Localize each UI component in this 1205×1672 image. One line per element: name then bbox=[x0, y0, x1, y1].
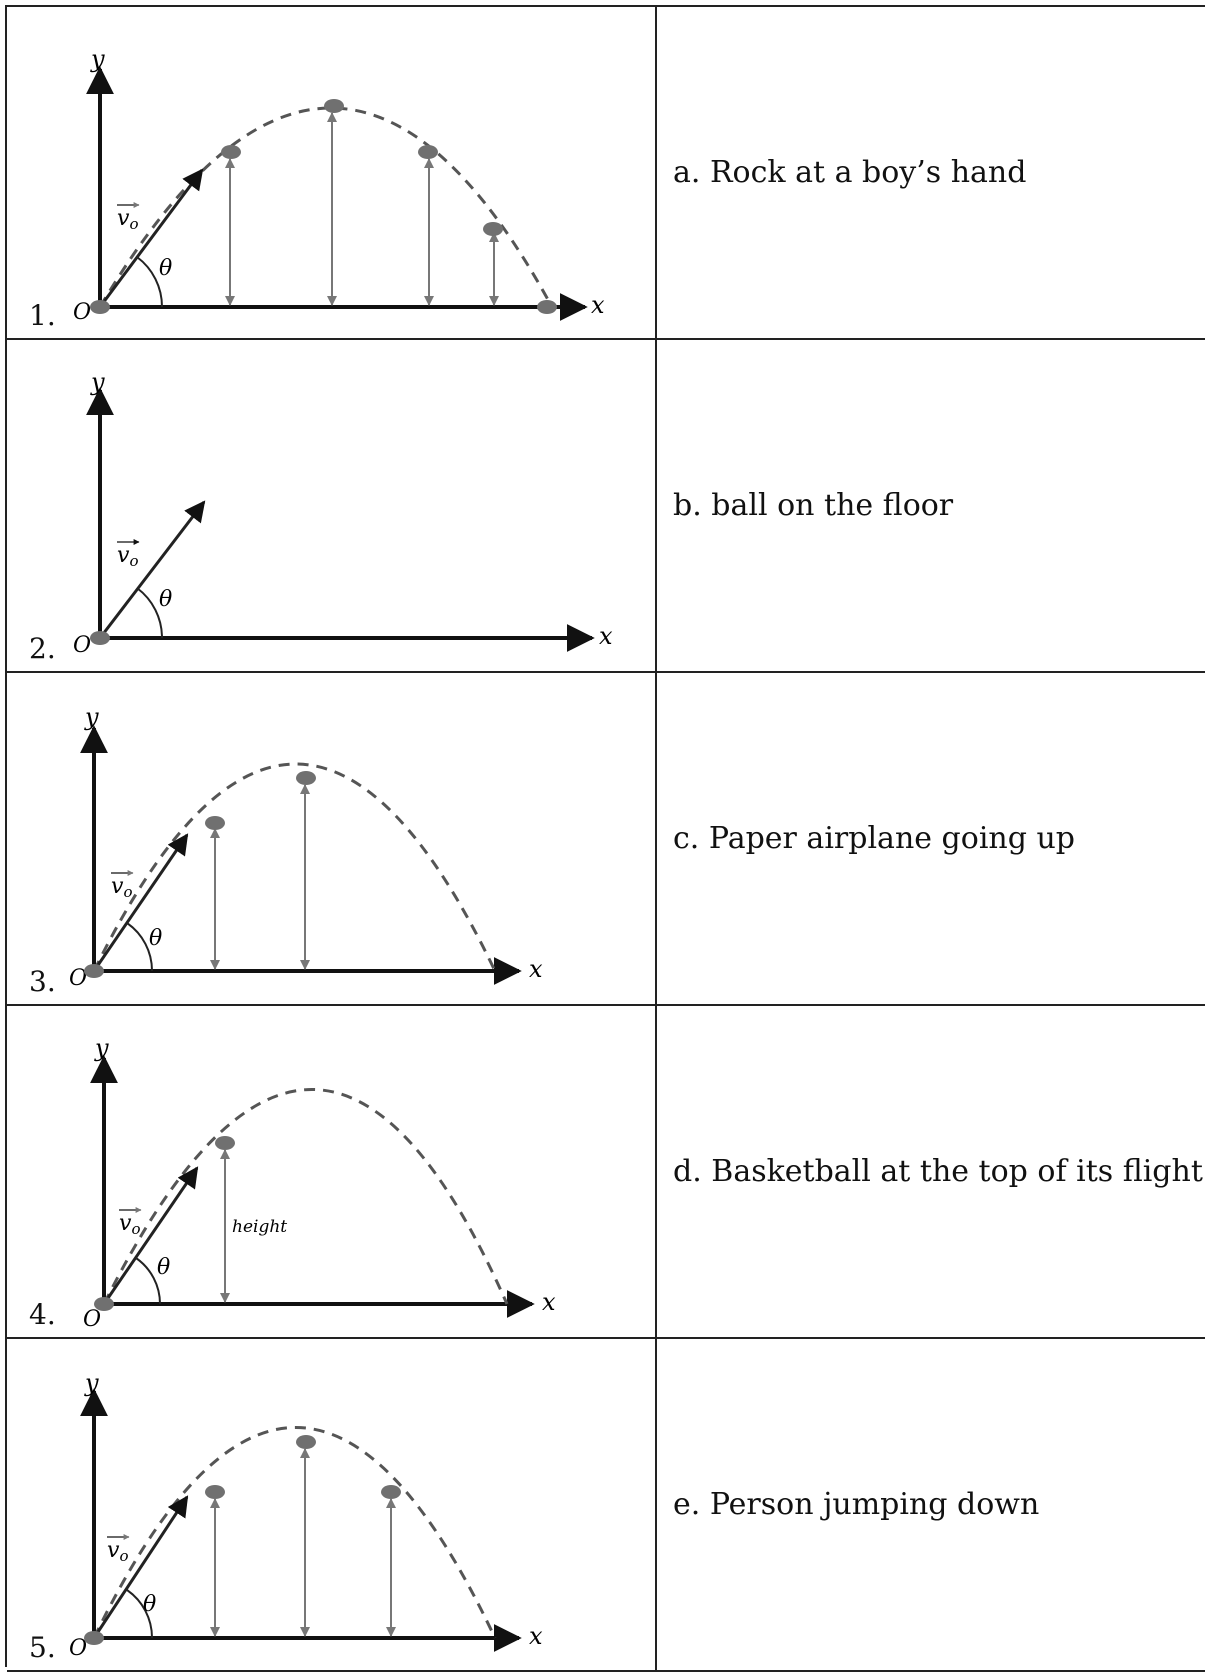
ball bbox=[90, 631, 110, 645]
origin-label: O bbox=[73, 633, 91, 658]
angle-label: θ bbox=[157, 1255, 170, 1280]
trajectory-path bbox=[92, 762, 497, 972]
table-row: y x O θ vo 3. c. Paper airplane going up bbox=[7, 673, 1205, 1006]
diagram-cell: y x O θ vo 3. bbox=[7, 673, 657, 1006]
ball bbox=[418, 145, 438, 159]
angle-label: θ bbox=[159, 256, 172, 281]
table-row: y x O θ vo 2. b. ball on the floor bbox=[7, 340, 1205, 673]
ball bbox=[205, 1485, 225, 1499]
origin-label: O bbox=[69, 966, 87, 991]
item-description: a. Rock at a boy’s hand bbox=[673, 155, 1027, 190]
matching-table: y x O θ vo 1. bbox=[5, 5, 1205, 1672]
item-number: 5. bbox=[29, 1631, 56, 1664]
description-cell: e. Person jumping down bbox=[657, 1339, 1205, 1672]
velocity-label: vo bbox=[107, 1538, 128, 1565]
item-number: 1. bbox=[29, 299, 56, 332]
trajectory-path bbox=[92, 1426, 497, 1639]
ball bbox=[296, 771, 316, 785]
description-cell: a. Rock at a boy’s hand bbox=[657, 7, 1205, 340]
item-number: 3. bbox=[29, 965, 56, 998]
velocity-vector bbox=[92, 1495, 189, 1639]
description-cell: b. ball on the floor bbox=[657, 340, 1205, 673]
origin-label: O bbox=[73, 300, 91, 325]
diagram-cell: y x O θ vo height 4. bbox=[7, 1006, 657, 1339]
item-description: e. Person jumping down bbox=[673, 1487, 1040, 1522]
angle-arc bbox=[126, 1589, 154, 1639]
velocity-vector bbox=[92, 833, 189, 972]
y-axis-label: y bbox=[90, 368, 105, 396]
angle-arc bbox=[136, 587, 164, 639]
table-row: y x O θ vo 1. bbox=[7, 7, 1205, 340]
y-axis-label: y bbox=[94, 1034, 109, 1062]
trajectory-path bbox=[98, 106, 554, 308]
angle-arc bbox=[136, 256, 164, 308]
projectile-diagram: y x O θ vo bbox=[73, 45, 605, 325]
velocity-vector bbox=[102, 1166, 199, 1305]
y-axis-label: y bbox=[84, 703, 99, 731]
item-number: 2. bbox=[29, 632, 56, 665]
angle-label: θ bbox=[159, 587, 172, 612]
x-axis-label: x bbox=[529, 955, 543, 983]
origin-label: O bbox=[69, 1636, 87, 1661]
ball bbox=[221, 145, 241, 159]
description-cell: d. Basketball at the top of its flight bbox=[657, 1006, 1205, 1339]
diagram-cell: y x O θ vo 2. bbox=[7, 340, 657, 673]
ball bbox=[483, 222, 503, 236]
ball bbox=[90, 300, 110, 314]
x-axis-label: x bbox=[529, 1622, 543, 1650]
height-label: height bbox=[232, 1217, 287, 1237]
diagram-cell: y x O θ vo 1. bbox=[7, 7, 657, 340]
projectile-diagram: y x O θ vo bbox=[69, 1369, 543, 1661]
item-description: c. Paper airplane going up bbox=[673, 821, 1075, 856]
origin-label: O bbox=[83, 1307, 101, 1332]
ball bbox=[537, 300, 557, 314]
projectile-diagram: y x O θ vo height bbox=[83, 1034, 556, 1332]
x-axis-label: x bbox=[542, 1288, 556, 1316]
ball bbox=[205, 816, 225, 830]
ball bbox=[94, 1297, 114, 1311]
table-row: y x O θ vo height 4. d. Basketball at th… bbox=[7, 1006, 1205, 1339]
y-axis-label: y bbox=[84, 1369, 99, 1397]
table-row: y x O θ vo 5. e. Person jumping down bbox=[7, 1339, 1205, 1672]
x-axis-label: x bbox=[591, 291, 605, 319]
description-cell: c. Paper airplane going up bbox=[657, 673, 1205, 1006]
diagram-cell: y x O θ vo 5. bbox=[7, 1339, 657, 1672]
trajectory-path bbox=[102, 1088, 509, 1305]
ball bbox=[296, 1435, 316, 1449]
item-description: b. ball on the floor bbox=[673, 488, 954, 523]
projectile-diagram: y x O θ vo bbox=[73, 368, 613, 658]
ball bbox=[215, 1136, 235, 1150]
x-axis-label: x bbox=[599, 622, 613, 650]
angle-label: θ bbox=[149, 926, 162, 951]
y-axis-label: y bbox=[90, 45, 105, 73]
velocity-label: vo bbox=[117, 206, 138, 233]
projectile-diagram: y x O θ vo bbox=[69, 703, 543, 991]
ball bbox=[324, 99, 344, 113]
ball bbox=[84, 1631, 104, 1645]
velocity-vector bbox=[98, 168, 204, 308]
velocity-label: vo bbox=[111, 874, 132, 901]
angle-arc bbox=[126, 922, 154, 972]
angle-label: θ bbox=[143, 1592, 156, 1617]
velocity-label: vo bbox=[117, 543, 138, 570]
item-number: 4. bbox=[29, 1298, 56, 1331]
velocity-label: vo bbox=[119, 1211, 140, 1238]
ball bbox=[84, 964, 104, 978]
item-description: d. Basketball at the top of its flight bbox=[673, 1154, 1203, 1189]
ball bbox=[381, 1485, 401, 1499]
angle-arc bbox=[135, 1257, 162, 1305]
velocity-vector bbox=[98, 500, 206, 639]
